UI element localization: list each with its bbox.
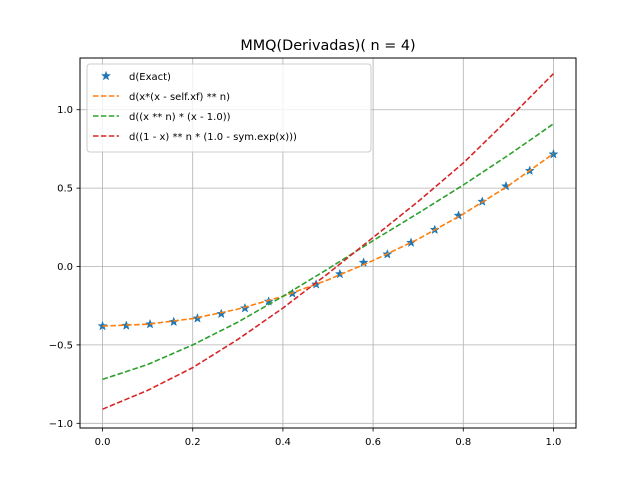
x-tick-label: 0.8 [455, 437, 471, 448]
y-tick-label: −0.5 [49, 340, 73, 351]
series-line-1 [102, 152, 554, 327]
legend: d(Exact) d(x*(x - self.xf) ** n) d((x ** n… [86, 63, 372, 153]
legend-label: d(x*(x - self.xf) ** n) [129, 92, 230, 103]
legend-label: d(Exact) [129, 72, 171, 83]
axis-ticks: 0.0 0.2 0.4 0.6 0.8 1.0 −1.0 −0.5 0.0 0.5 1.0 [49, 105, 562, 448]
legend-marker-star [100, 70, 112, 81]
legend-label: d((x ** n) * (x - 1.0)) [129, 112, 231, 123]
series-layer [97, 73, 559, 410]
series-line-2 [102, 123, 554, 381]
y-tick-label: −1.0 [49, 419, 73, 430]
x-tick-label: 0.4 [275, 437, 291, 448]
x-tick-label: 1.0 [546, 437, 562, 448]
y-tick-label: 0.5 [57, 184, 73, 195]
chart-title: MMQ(Derivadas)( n = 4) [240, 38, 415, 54]
x-tick-label: 0.6 [365, 437, 381, 448]
legend-box [86, 63, 372, 153]
y-tick-label: 1.0 [57, 105, 73, 116]
legend-label: d((1 - x) ** n * (1.0 - sym.exp(x))) [129, 132, 297, 143]
x-tick-label: 0.2 [185, 437, 201, 448]
x-tick-label: 0.0 [95, 437, 111, 448]
plot-frame [79, 57, 577, 429]
y-tick-label: 0.0 [57, 262, 73, 273]
series-line-3 [102, 73, 555, 410]
